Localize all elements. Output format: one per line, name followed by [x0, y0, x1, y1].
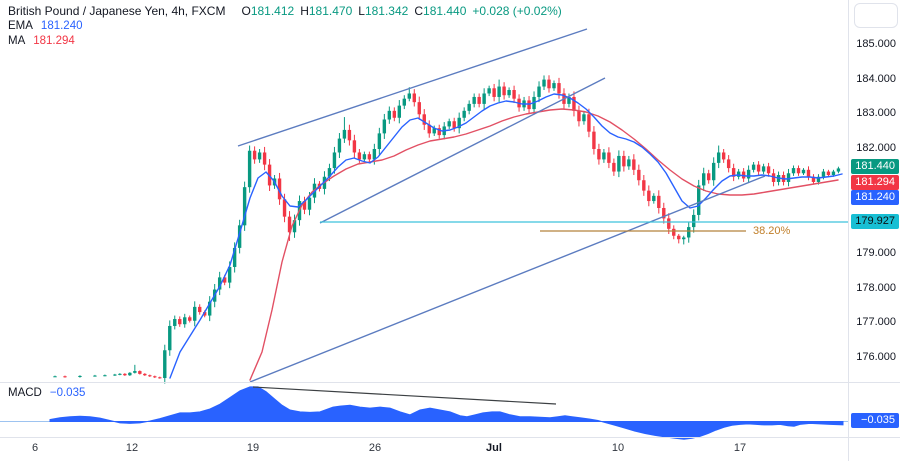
price-tick-label: 185.000 [856, 38, 896, 50]
high-value: 181.470 [308, 4, 353, 18]
price-tick-label: 176.000 [856, 351, 896, 363]
last-price-badge: 181.440 [851, 159, 899, 174]
symbol-title-row[interactable]: British Pound / Japanese Yen, 4h, FXCM O1… [8, 4, 562, 19]
time-tick-label: 19 [246, 442, 260, 454]
ema-line[interactable] [169, 93, 843, 379]
macd-value: −0.035 [49, 387, 86, 399]
ema-value: 181.240 [40, 20, 83, 32]
close-value: 181.440 [423, 4, 467, 18]
time-axis-separator[interactable] [0, 437, 900, 438]
time-axis[interactable]: 6 12 19 26 Jul 10 17 [0, 438, 848, 461]
candles-layer [53, 75, 841, 384]
price-tick-label: 177.000 [856, 316, 896, 328]
ma-price-badge: 181.294 [851, 175, 899, 190]
macd-area [49, 386, 844, 440]
trendline-channel-lower[interactable] [319, 77, 606, 224]
price-tick-label: 179.000 [856, 247, 896, 259]
ema-label: EMA [8, 20, 33, 32]
indicator-row-ema[interactable]: EMA 181.240 [8, 19, 562, 34]
ema-price-badge: 181.240 [851, 190, 899, 205]
axis-corner-button[interactable] [854, 3, 898, 28]
trendline-long-support[interactable] [249, 175, 766, 383]
symbol-title: British Pound / Japanese Yen, 4h, FXCM [8, 4, 226, 18]
close-label: C [414, 4, 424, 18]
time-tick-label: 10 [611, 442, 625, 454]
price-axis-separator[interactable] [848, 0, 849, 461]
time-tick-label: 17 [733, 442, 747, 454]
low-label: L [358, 4, 365, 18]
time-tick-label: 12 [125, 442, 139, 454]
trendline-channel-upper[interactable] [237, 28, 588, 147]
level-price-badge: 179.927 [851, 214, 899, 229]
time-tick-label: Jul [486, 442, 502, 454]
price-tick-label: 182.000 [856, 142, 896, 154]
price-axis[interactable]: 185.000 184.000 183.000 182.000 179.000 178.0… [848, 0, 900, 437]
time-tick-label: 26 [368, 442, 382, 454]
low-value: 181.342 [364, 4, 409, 18]
fib-retracement-label[interactable]: 38.20% [753, 225, 791, 237]
price-tick-label: 184.000 [856, 73, 896, 85]
ma-label: MA [8, 35, 26, 47]
price-tick-label: 178.000 [856, 282, 896, 294]
pane-separator[interactable] [0, 382, 900, 383]
high-label: H [300, 4, 309, 18]
ma-value: 181.294 [33, 35, 75, 47]
macd-label: MACD [8, 387, 42, 399]
macd-trendline[interactable] [252, 386, 557, 405]
change-value: +0.028 (+0.02%) [472, 4, 562, 18]
indicator-row-macd[interactable]: MACD −0.035 [8, 386, 85, 400]
chart-legend: British Pound / Japanese Yen, 4h, FXCM O1… [8, 4, 562, 49]
macd-value-badge: −0.035 [851, 413, 899, 428]
open-value: 181.412 [250, 4, 295, 18]
open-label: O [241, 4, 251, 18]
indicator-row-ma[interactable]: MA 181.294 [8, 34, 562, 49]
time-tick-label: 6 [31, 442, 39, 454]
price-tick-label: 183.000 [856, 107, 896, 119]
ohlc-values: O181.412 H181.470 L181.342 C181.440 +0.028 (… [235, 4, 561, 18]
